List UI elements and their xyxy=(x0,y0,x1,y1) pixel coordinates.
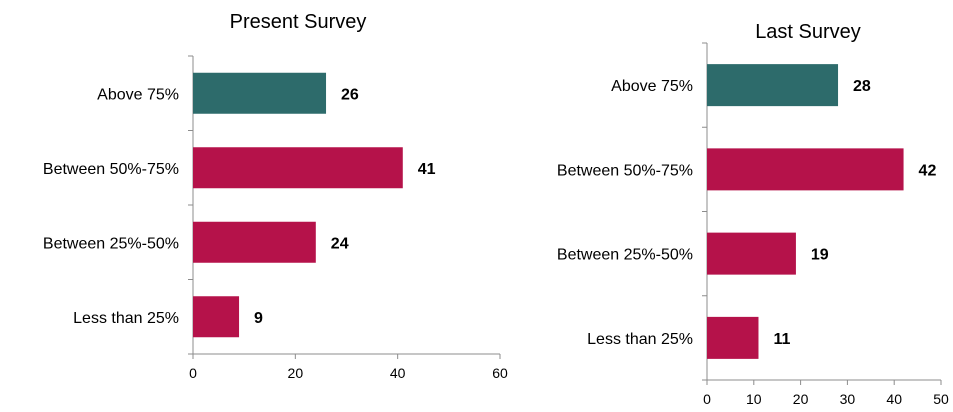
last-x-tick-label: 20 xyxy=(793,391,809,407)
present-data-label: 41 xyxy=(418,161,436,178)
present-x-tick-label: 60 xyxy=(492,365,508,381)
last-data-label: 11 xyxy=(773,331,790,348)
last-bar xyxy=(707,64,839,107)
last-x-tick-label: 40 xyxy=(886,391,902,407)
present-category-label: Between 50%-75% xyxy=(43,161,179,178)
last-bar xyxy=(707,316,759,359)
last-category-label: Above 75% xyxy=(611,78,693,95)
present-data-label: 26 xyxy=(341,86,359,103)
present-x-tick-label: 20 xyxy=(288,365,304,381)
last-category-label: Less than 25% xyxy=(587,331,693,348)
present-bar xyxy=(193,296,240,338)
last-x-tick-label: 0 xyxy=(703,391,711,407)
present-x-tick-label: 40 xyxy=(390,365,406,381)
last-category-label: Between 50%-75% xyxy=(557,162,693,179)
present-x-tick-label: 0 xyxy=(189,365,197,381)
present-category-label: Less than 25% xyxy=(73,310,179,327)
last-x-tick-label: 50 xyxy=(933,391,949,407)
last-x-tick-label: 30 xyxy=(840,391,856,407)
last-data-label: 19 xyxy=(811,247,829,264)
last-data-label: 42 xyxy=(919,162,937,179)
present-data-label: 24 xyxy=(331,235,349,252)
present-data-label: 9 xyxy=(254,310,263,327)
last-x-tick-label: 10 xyxy=(746,391,762,407)
last-data-label: 28 xyxy=(853,78,871,95)
present-bar xyxy=(193,221,316,263)
present-category-label: Above 75% xyxy=(97,86,179,103)
last-category-label: Between 25%-50% xyxy=(557,247,693,264)
present-category-label: Between 25%-50% xyxy=(43,235,179,252)
last-bar xyxy=(707,148,904,191)
present-bar xyxy=(193,147,403,189)
present-survey-title: Present Survey xyxy=(230,11,367,33)
present-bar xyxy=(193,72,327,114)
last-bar xyxy=(707,232,796,275)
last-survey-title: Last Survey xyxy=(755,21,861,43)
